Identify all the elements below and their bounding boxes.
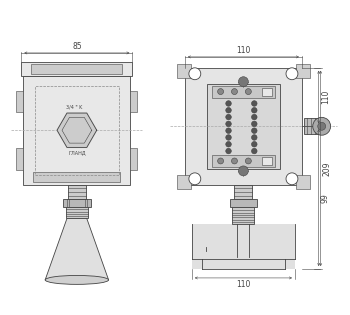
Circle shape xyxy=(218,158,224,164)
Circle shape xyxy=(286,173,298,185)
Circle shape xyxy=(226,114,231,120)
Text: 99: 99 xyxy=(321,193,330,203)
Circle shape xyxy=(238,166,248,176)
Bar xyxy=(232,207,254,224)
Polygon shape xyxy=(57,113,97,147)
Bar xyxy=(296,175,310,189)
Bar xyxy=(207,84,280,169)
Bar xyxy=(68,185,86,199)
Bar xyxy=(234,185,252,199)
Bar xyxy=(131,91,137,112)
Circle shape xyxy=(231,158,237,164)
Circle shape xyxy=(252,107,257,113)
Circle shape xyxy=(245,89,251,94)
Bar xyxy=(296,64,310,78)
Bar xyxy=(262,88,272,95)
Ellipse shape xyxy=(45,275,108,284)
Bar xyxy=(212,86,275,98)
Circle shape xyxy=(231,89,237,94)
Circle shape xyxy=(286,68,298,80)
Circle shape xyxy=(226,121,231,127)
Bar xyxy=(230,199,257,207)
Circle shape xyxy=(189,68,201,80)
Text: 110: 110 xyxy=(236,280,251,289)
Circle shape xyxy=(252,114,257,120)
Bar xyxy=(185,68,302,185)
Bar xyxy=(212,155,275,167)
Circle shape xyxy=(226,128,231,134)
Circle shape xyxy=(238,77,248,87)
Bar xyxy=(23,76,131,185)
Circle shape xyxy=(313,117,331,135)
Text: 110: 110 xyxy=(321,90,330,104)
Bar xyxy=(262,157,272,165)
Text: 85: 85 xyxy=(72,42,82,51)
Circle shape xyxy=(252,135,257,140)
Circle shape xyxy=(245,158,251,164)
Bar xyxy=(192,224,295,269)
Bar xyxy=(16,148,23,170)
Circle shape xyxy=(252,121,257,127)
Text: ГЛАНД: ГЛАНД xyxy=(68,150,86,155)
Bar xyxy=(131,148,137,170)
Circle shape xyxy=(252,141,257,147)
Bar xyxy=(35,86,119,175)
Bar xyxy=(304,118,320,134)
Circle shape xyxy=(226,141,231,147)
Circle shape xyxy=(252,128,257,134)
Bar xyxy=(66,207,88,219)
Bar xyxy=(177,64,191,78)
Circle shape xyxy=(226,135,231,140)
Circle shape xyxy=(189,173,201,185)
Polygon shape xyxy=(45,219,108,280)
Circle shape xyxy=(66,119,88,141)
Circle shape xyxy=(218,89,224,94)
Text: 110: 110 xyxy=(236,46,251,55)
Text: 209: 209 xyxy=(323,161,332,176)
Text: 3/4 " K: 3/4 " K xyxy=(66,105,82,109)
Bar xyxy=(31,64,122,74)
Circle shape xyxy=(226,101,231,106)
Bar xyxy=(33,172,120,182)
Circle shape xyxy=(252,101,257,106)
Circle shape xyxy=(226,107,231,113)
Bar xyxy=(63,199,91,207)
Circle shape xyxy=(252,148,257,154)
Bar xyxy=(21,62,132,76)
Bar xyxy=(16,91,23,112)
Bar xyxy=(177,175,191,189)
Circle shape xyxy=(71,124,83,136)
Circle shape xyxy=(318,122,326,130)
Circle shape xyxy=(226,148,231,154)
